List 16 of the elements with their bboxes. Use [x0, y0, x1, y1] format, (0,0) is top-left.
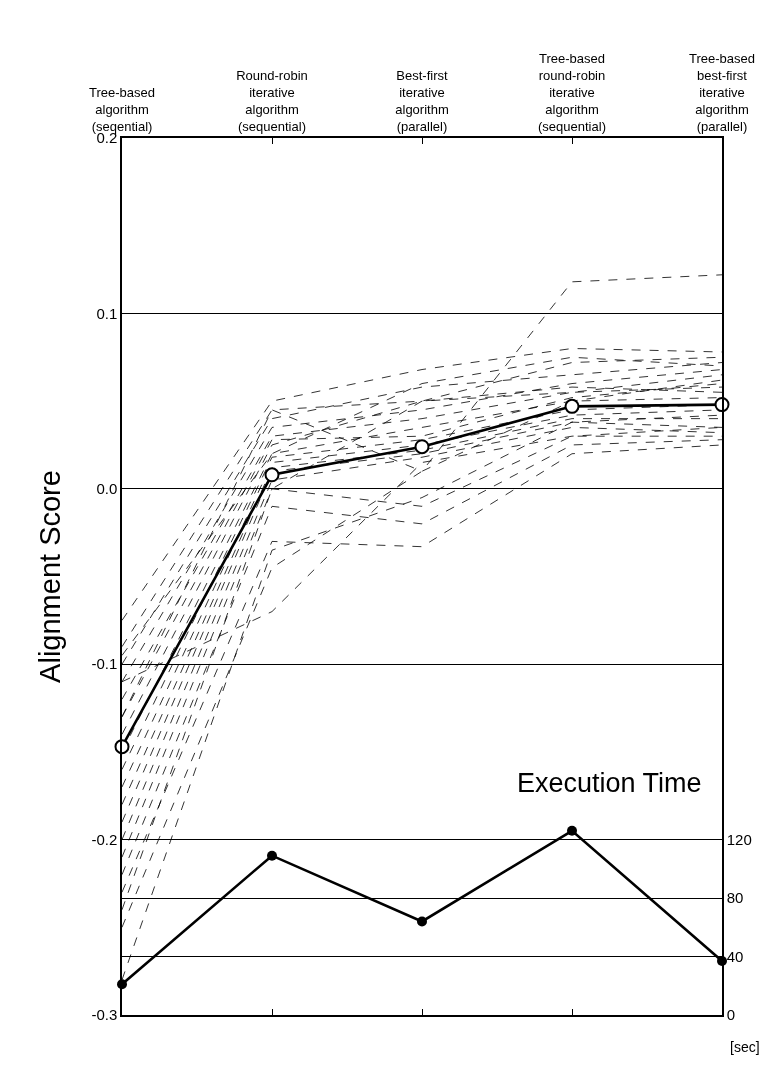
x-tick-label: Tree-based best-first iterative algorithm (parallel): [689, 51, 755, 135]
y-tick-label: 0.0: [96, 480, 118, 498]
y-tick-label: 0.1: [96, 304, 118, 322]
y2-tick-label: 40: [726, 947, 744, 965]
annotation: Execution Time: [517, 768, 702, 798]
y-axis-title: Alignment Score: [34, 470, 67, 683]
y2-tick-label: 0: [726, 1006, 736, 1024]
y-tick-label: -0.1: [91, 655, 118, 673]
y-tick-label: -0.3: [91, 1006, 118, 1024]
x-tick-label: Best-first iterative algorithm (parallel): [395, 68, 449, 135]
y2-tick-label: 120: [726, 830, 752, 848]
y2-tick-label: 80: [726, 889, 744, 907]
x-tick-label: Tree-based round-robin iterative algorithm (sequential): [538, 51, 606, 135]
x-tick-label: Round-robin iterative algorithm (sequential): [236, 68, 308, 135]
y2-axis-title: [sec]: [730, 1039, 760, 1055]
y-tick-label: -0.2: [91, 830, 118, 848]
